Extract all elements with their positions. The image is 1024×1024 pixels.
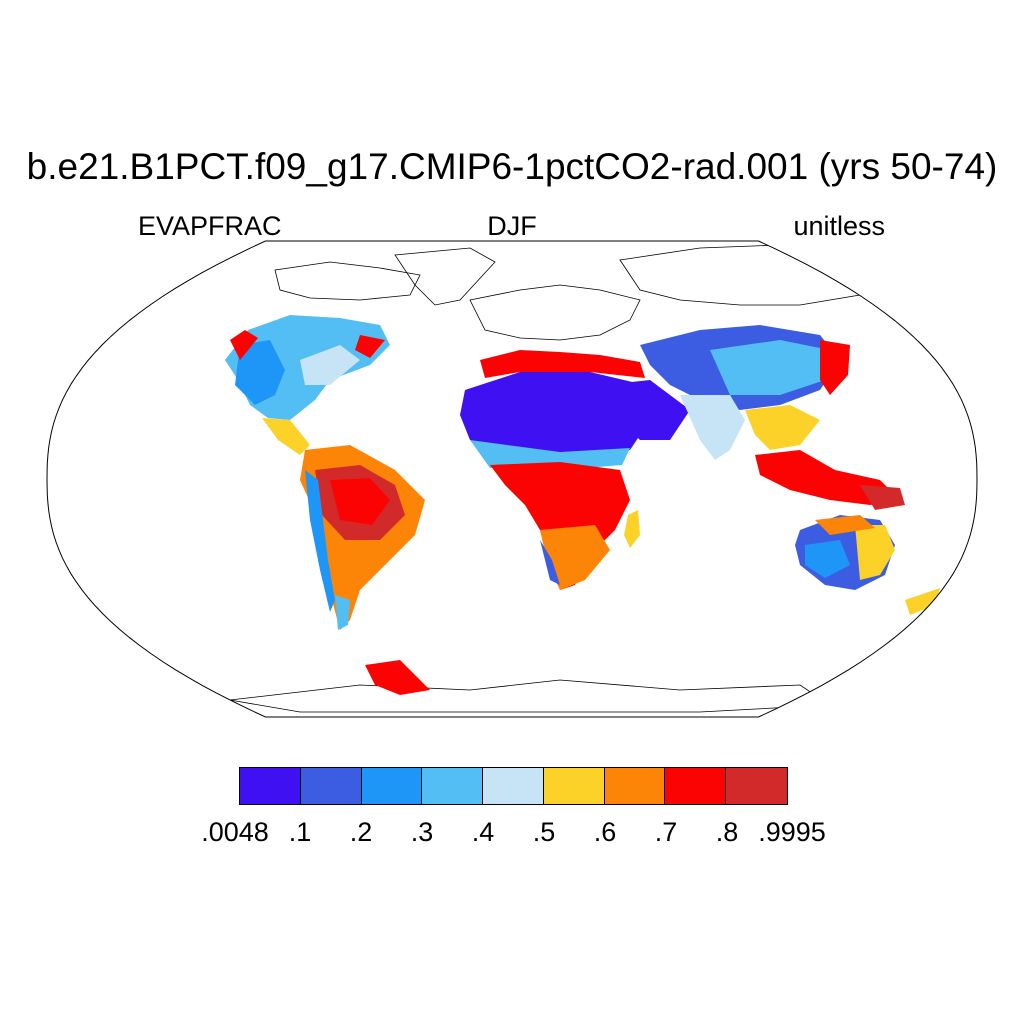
north-america-east <box>300 345 360 385</box>
africa-north <box>460 372 650 455</box>
africa-southwest <box>540 540 560 585</box>
madagascar <box>624 510 640 548</box>
colorbar-box <box>543 768 605 804</box>
colorbar-tick-label: .8 <box>715 817 739 847</box>
map-border <box>46 240 978 718</box>
greenland <box>394 247 496 306</box>
arabian-peninsula <box>605 380 690 440</box>
patagonia-south <box>335 595 350 630</box>
new-guinea <box>860 485 905 510</box>
antarctica-outline <box>229 679 832 713</box>
colorbar-tick-label: .6 <box>593 817 617 847</box>
new-zealand <box>905 588 940 615</box>
variable-label: EVAPFRAC <box>138 211 282 241</box>
season-label: DJF <box>487 211 537 241</box>
antarctic-peninsula <box>365 660 430 695</box>
colorbar <box>239 767 788 805</box>
colorbar-tick-label: .0048 <box>201 817 269 847</box>
australia-east <box>855 525 895 580</box>
colorbar-tick-label: .9995 <box>758 817 826 847</box>
africa-south <box>540 525 610 590</box>
colorbar-box <box>665 768 727 804</box>
colorbar-box <box>483 768 544 804</box>
africa-sahel <box>470 440 630 470</box>
siberia-outline <box>619 244 881 306</box>
colorbar-box <box>604 768 666 804</box>
europe-outline <box>469 284 641 341</box>
colorbar-box <box>300 768 362 804</box>
amazon-core <box>330 478 390 525</box>
andes-strip <box>305 470 335 612</box>
colorbar-tick-label: .5 <box>532 817 556 847</box>
units-label: unitless <box>793 211 885 241</box>
colorbar-tick-label: .4 <box>471 817 495 847</box>
south-asia <box>680 395 745 460</box>
colorbar-box <box>361 768 423 804</box>
north-america-coast <box>355 335 385 358</box>
north-america-rim <box>230 330 258 360</box>
plot-title: b.e21.B1PCT.f09_g17.CMIP6-1pctCO2-rad.00… <box>26 146 998 187</box>
colorbar-box <box>422 768 484 804</box>
colorbar-tick-label: .3 <box>410 817 434 847</box>
colorbar-tick-label: .2 <box>349 817 373 847</box>
colorbar-tick-label: .7 <box>654 817 678 847</box>
colorbar-box <box>240 768 301 804</box>
colorbar-tick-label: .1 <box>288 817 312 847</box>
africa-central <box>490 462 630 590</box>
australia-interior <box>805 540 850 578</box>
mediterranean-rim <box>480 350 645 378</box>
colorbar-box <box>726 768 788 804</box>
north-america-west <box>235 340 285 405</box>
asia-coast <box>820 340 850 395</box>
east-asia <box>710 340 830 395</box>
central-america <box>262 418 310 455</box>
arctic-islands <box>274 261 421 301</box>
australia-north <box>815 515 875 535</box>
southeast-asia <box>745 405 820 450</box>
